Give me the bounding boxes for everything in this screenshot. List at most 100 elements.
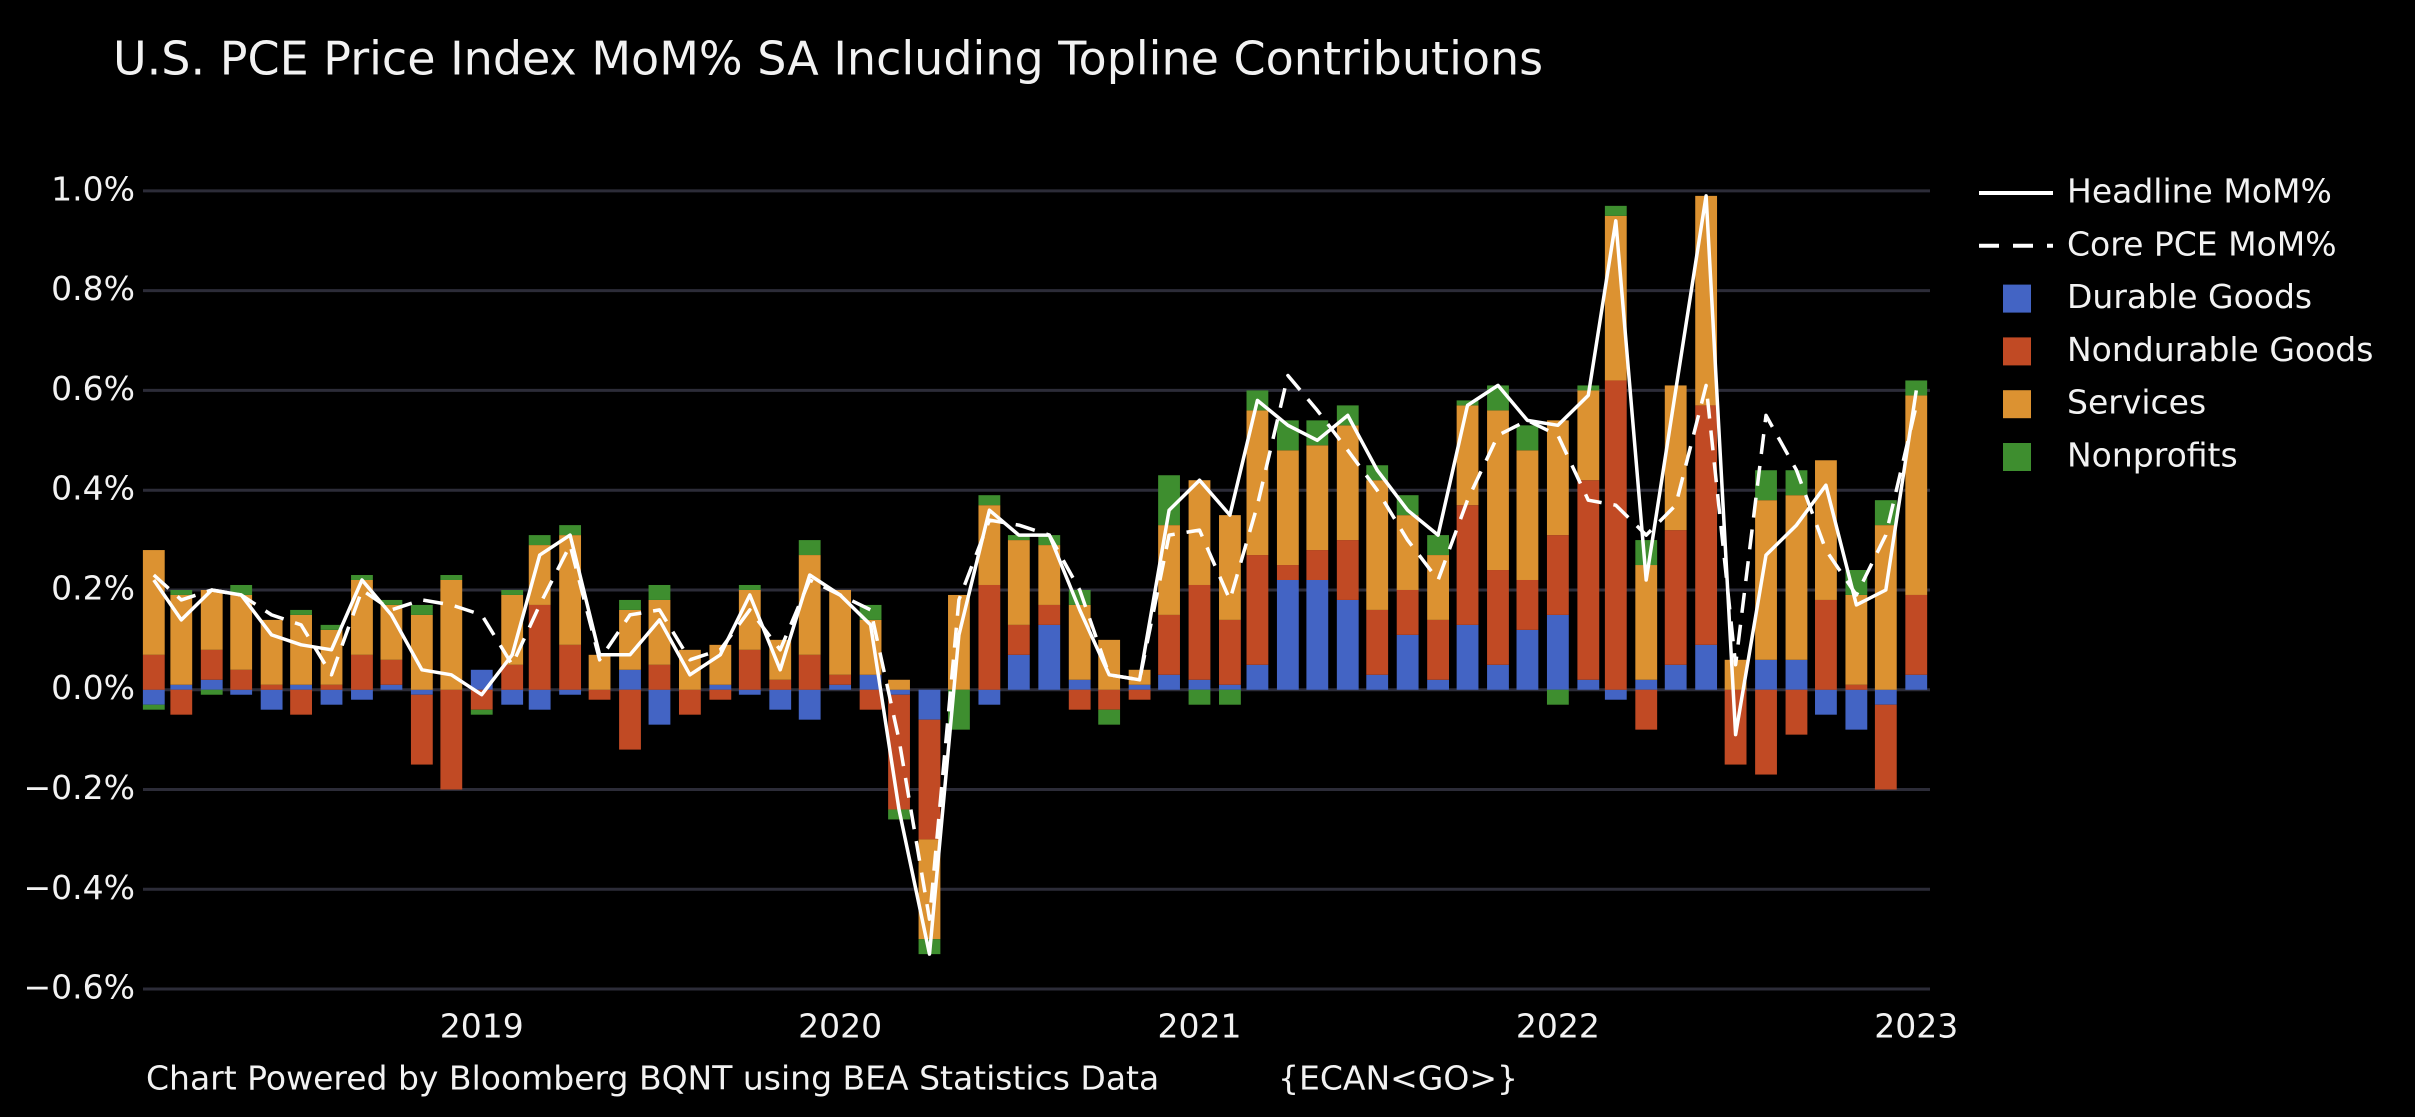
- bar-segment: [1098, 709, 1121, 725]
- bar-segment: [1396, 589, 1419, 635]
- bar-segment: [230, 669, 253, 690]
- legend-label: Services: [2067, 383, 2206, 422]
- bar-segment: [1516, 425, 1539, 451]
- bar-segment: [1366, 480, 1389, 610]
- bar-segment: [769, 689, 792, 710]
- bar-segment: [648, 664, 671, 690]
- bar-segment: [1785, 495, 1808, 660]
- bar-segment: [1664, 385, 1687, 531]
- bar-segment: [1695, 644, 1718, 690]
- bar-segment: [1604, 380, 1627, 690]
- bar-segment: [1188, 584, 1211, 680]
- legend-swatch: [2003, 443, 2031, 471]
- bar-segment: [351, 654, 373, 690]
- bar-segment: [1456, 505, 1479, 625]
- bar-segment: [501, 589, 524, 595]
- chart-title: U.S. PCE Price Index MoM% SA Including T…: [113, 32, 1543, 86]
- bar-segment: [859, 689, 882, 710]
- legend-swatch: [2003, 390, 2031, 419]
- y-tick-label: −0.6%: [24, 968, 136, 1007]
- bar-segment: [1128, 689, 1151, 700]
- bar-segment: [470, 689, 493, 710]
- bar-segment: [528, 689, 551, 710]
- bar-segment: [501, 664, 524, 690]
- bar-segment: [230, 584, 253, 595]
- bar-segment: [1007, 624, 1030, 655]
- bar-segment: [230, 594, 253, 670]
- bar-segment: [380, 684, 403, 690]
- bar-segment: [290, 684, 312, 690]
- bar-segment: [709, 684, 732, 690]
- bar-segment: [1635, 689, 1658, 730]
- bar-segment: [501, 594, 524, 665]
- bar-segment: [1038, 535, 1061, 546]
- bar-segment: [1664, 530, 1687, 665]
- bar-segment: [619, 689, 641, 750]
- y-tick-label: 0.0%: [51, 668, 135, 707]
- bar-segment: [1007, 654, 1030, 690]
- bar-segment: [1604, 689, 1627, 700]
- bar-segment: [1815, 689, 1837, 715]
- bar-segment: [1427, 619, 1449, 680]
- bar-segment: [260, 684, 283, 690]
- line: [152, 194, 1919, 956]
- dashed-line: [152, 373, 1919, 921]
- bar-segment: [888, 679, 910, 690]
- bar-segment: [1098, 689, 1121, 710]
- bar-segment: [1219, 684, 1241, 690]
- bar-segment: [1246, 664, 1269, 690]
- bar-segment: [1755, 689, 1777, 775]
- bar-segment: [918, 689, 941, 720]
- bar-segment: [738, 649, 761, 690]
- bar-segment: [1755, 500, 1777, 660]
- bar-segment: [200, 689, 223, 695]
- bar-segment: [200, 679, 223, 690]
- bar-segment: [829, 674, 852, 685]
- bar-segment: [1516, 629, 1539, 690]
- bar-segment: [1276, 579, 1299, 690]
- bar-segment: [1336, 599, 1359, 690]
- bar-segment: [380, 659, 403, 685]
- bar-segment: [170, 589, 193, 595]
- bar-segment: [1038, 545, 1061, 605]
- bar-segment: [1724, 659, 1747, 690]
- y-tick-label: 1.0%: [51, 169, 135, 208]
- bar-segment: [1158, 614, 1180, 675]
- bar-segment: [440, 689, 463, 790]
- bar-segment: [1396, 515, 1419, 590]
- bar-segment: [200, 589, 223, 650]
- bar-segment: [1068, 679, 1091, 690]
- bar-segment: [1516, 579, 1539, 630]
- bar-segment: [528, 604, 551, 690]
- bar-segment: [1038, 624, 1061, 690]
- bar-segment: [1098, 639, 1121, 690]
- bar-segment: [440, 575, 463, 580]
- y-tick-label: 0.4%: [51, 469, 135, 508]
- bar-segment: [1874, 525, 1897, 690]
- bar-segment: [410, 689, 433, 695]
- bar-segment: [1188, 679, 1211, 690]
- bar-segment: [918, 719, 941, 840]
- bar-segment: [648, 689, 671, 725]
- bar-segment: [619, 599, 641, 610]
- bar-segment: [142, 550, 165, 655]
- bar-segment: [798, 540, 821, 556]
- bar-segment: [410, 694, 433, 765]
- bar-segment: [1845, 689, 1868, 730]
- bar-segment: [588, 689, 611, 700]
- bar-segment: [142, 654, 165, 690]
- bar-segment: [1396, 634, 1419, 690]
- bar-segment: [709, 689, 732, 700]
- bar-segment: [978, 505, 1001, 585]
- bar-segment: [1487, 570, 1509, 665]
- x-tick-label: 2020: [798, 1007, 882, 1046]
- bar-segment: [1158, 674, 1180, 690]
- y-tick-label: 0.6%: [51, 369, 135, 408]
- bar-segment: [1128, 684, 1151, 690]
- bar-segment: [380, 604, 403, 660]
- y-tick-label: 0.8%: [51, 269, 135, 308]
- bar-segment: [170, 689, 193, 715]
- x-tick-label: 2021: [1157, 1007, 1241, 1046]
- bar-segment: [320, 684, 343, 690]
